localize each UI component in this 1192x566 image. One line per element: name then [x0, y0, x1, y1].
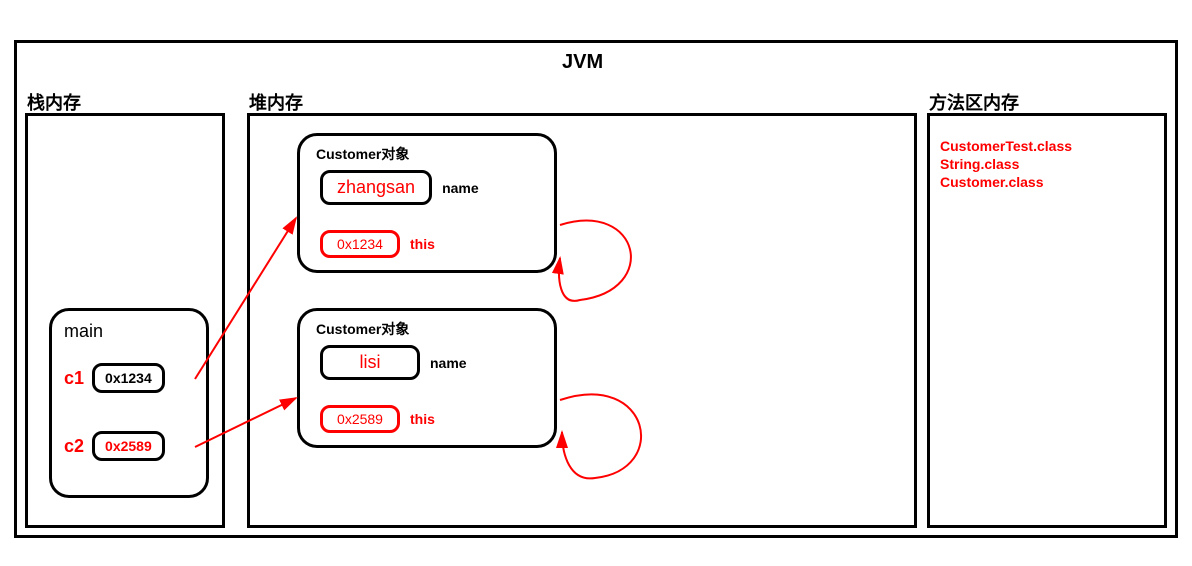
field-name-label: name — [430, 355, 467, 371]
field-name-row: lisi name — [320, 345, 467, 380]
class-entry: Customer.class — [940, 174, 1044, 190]
var-addr: 0x1234 — [92, 363, 165, 393]
jvm-title: JVM — [562, 51, 603, 74]
stack-var-c2: c2 0x2589 — [64, 431, 165, 461]
class-entry: CustomerTest.class — [940, 138, 1072, 154]
method-area-label: 方法区内存 — [929, 89, 1019, 115]
field-this-value: 0x2589 — [320, 405, 400, 433]
var-name: c2 — [64, 436, 84, 457]
field-this-row: 0x1234 this — [320, 230, 435, 258]
field-name-value: zhangsan — [320, 170, 432, 205]
heap-object-1: Customer对象 zhangsan name 0x1234 this — [297, 133, 557, 273]
object-title: Customer对象 — [316, 144, 409, 164]
var-addr: 0x2589 — [92, 431, 165, 461]
stack-var-c1: c1 0x1234 — [64, 363, 165, 393]
field-name-row: zhangsan name — [320, 170, 479, 205]
frame-label: main — [64, 321, 103, 342]
method-area-box: CustomerTest.class String.class Customer… — [927, 113, 1167, 528]
stack-frame-main: main c1 0x1234 c2 0x2589 — [49, 308, 209, 498]
jvm-container: JVM 栈内存 堆内存 方法区内存 CustomerTest.class Str… — [14, 40, 1178, 538]
stack-region-label: 栈内存 — [27, 89, 81, 115]
heap-object-2: Customer对象 lisi name 0x2589 this — [297, 308, 557, 448]
field-name-value: lisi — [320, 345, 420, 380]
class-entry: String.class — [940, 156, 1019, 172]
object-title: Customer对象 — [316, 319, 409, 339]
field-name-label: name — [442, 180, 479, 196]
field-this-row: 0x2589 this — [320, 405, 435, 433]
var-name: c1 — [64, 368, 84, 389]
field-this-value: 0x1234 — [320, 230, 400, 258]
field-this-label: this — [410, 236, 435, 252]
field-this-label: this — [410, 411, 435, 427]
heap-region-label: 堆内存 — [249, 89, 303, 115]
